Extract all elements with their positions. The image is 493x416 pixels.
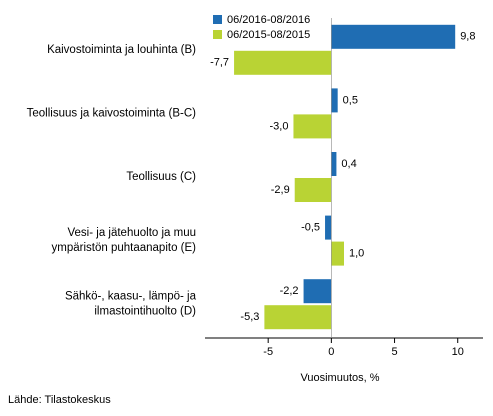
value-label: -2,9: [271, 184, 290, 196]
category-label: Teollisuus (C): [126, 171, 196, 183]
category-label: Kaivostoiminta ja louhinta (B): [47, 44, 196, 56]
legend-swatch: [213, 30, 222, 39]
bar: [331, 241, 344, 266]
value-label: -0,5: [301, 222, 320, 234]
x-tick-label: 5: [391, 346, 397, 358]
category-label: Vesi- ja jätehuolto ja muu ympäristön puh…: [52, 227, 197, 254]
bar: [264, 305, 332, 330]
x-axis-title: Vuosimuutos, %: [300, 372, 379, 384]
value-label: -2,2: [280, 285, 299, 297]
category-label: Sähkö-, kaasu-, lämpö- ja ilmastointihuol…: [65, 291, 197, 318]
value-label: -7,7: [210, 57, 229, 69]
value-label: 0,4: [341, 158, 356, 170]
bar: [331, 152, 337, 176]
bar: [294, 178, 332, 202]
bar: [325, 215, 332, 240]
x-tick-label: 0: [328, 346, 334, 358]
value-label: -5,3: [240, 311, 259, 323]
x-tick-label: -5: [263, 346, 273, 358]
legend-swatch: [213, 15, 222, 24]
bar: [331, 24, 456, 49]
value-label: 1,0: [349, 248, 364, 260]
value-label: -3,0: [269, 120, 288, 132]
value-label: 9,8: [460, 31, 475, 43]
legend-label: 06/2016-08/2016: [227, 14, 310, 26]
x-tick-label: 10: [452, 346, 464, 358]
bar: [303, 279, 332, 304]
value-label: 0,5: [343, 94, 358, 106]
bar: [234, 50, 332, 75]
bar: [331, 88, 338, 113]
category-label: Teollisuus ja kaivostoiminta (B-C): [27, 107, 197, 119]
legend-label: 06/2015-08/2015: [227, 29, 310, 41]
source: Lähde: Tilastokeskus: [8, 394, 111, 406]
bar: [293, 114, 332, 139]
